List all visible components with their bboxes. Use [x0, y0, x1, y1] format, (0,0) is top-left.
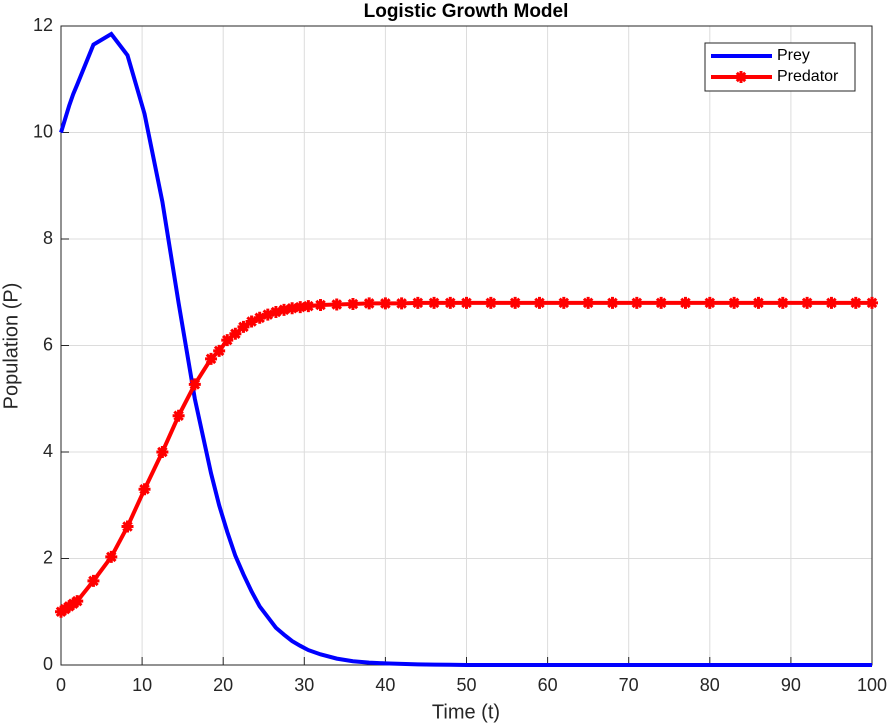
- marker: [606, 296, 619, 309]
- marker: [229, 327, 242, 340]
- marker: [444, 296, 457, 309]
- marker: [460, 296, 473, 309]
- marker: [484, 296, 497, 309]
- x-axis-label: Time (t): [432, 701, 500, 723]
- marker: [156, 446, 169, 458]
- x-tick-label: 60: [538, 675, 558, 695]
- marker: [582, 296, 595, 309]
- marker: [533, 296, 546, 309]
- legend-label: Prey: [777, 47, 810, 64]
- x-tick-label: 40: [375, 675, 395, 695]
- y-tick-label: 6: [43, 334, 53, 354]
- series-line: [59, 31, 872, 667]
- marker: [278, 303, 291, 316]
- marker: [346, 297, 359, 310]
- y-tick-label: 0: [43, 654, 53, 674]
- marker: [379, 297, 392, 310]
- marker: [105, 550, 118, 563]
- marker: [363, 297, 376, 310]
- x-tick-label: 30: [294, 675, 314, 695]
- marker: [330, 298, 343, 311]
- marker: [655, 296, 668, 309]
- marker: [221, 334, 234, 347]
- marker: [728, 296, 741, 309]
- marker: [849, 296, 862, 309]
- marker: [395, 297, 408, 310]
- marker: [261, 308, 274, 321]
- marker: [269, 305, 282, 318]
- marker: [679, 296, 692, 309]
- y-tick-label: 2: [43, 547, 53, 567]
- marker: [509, 296, 522, 309]
- x-tick-label: 70: [619, 675, 639, 695]
- x-tick-label: 90: [781, 675, 801, 695]
- marker: [245, 315, 258, 328]
- marker: [752, 296, 765, 309]
- marker: [294, 301, 307, 314]
- y-tick-label: 8: [43, 228, 53, 248]
- series-line: [59, 300, 872, 614]
- marker: [703, 296, 716, 309]
- marker: [557, 296, 570, 309]
- legend-box: [704, 42, 856, 92]
- marker: [237, 320, 250, 333]
- marker: [630, 296, 643, 309]
- marker: [428, 296, 441, 309]
- legend-label: Predator: [777, 68, 839, 85]
- marker: [188, 378, 201, 391]
- marker: [71, 595, 84, 608]
- marker: [172, 409, 185, 422]
- marker: [776, 296, 789, 309]
- marker: [205, 352, 218, 365]
- y-tick-label: 4: [43, 441, 53, 461]
- marker: [302, 300, 315, 313]
- y-tick-label: 12: [33, 15, 53, 35]
- x-tick-label: 100: [857, 675, 887, 695]
- marker: [213, 344, 226, 357]
- y-axis-label: Population (P): [0, 283, 22, 410]
- marker: [825, 296, 838, 309]
- x-tick-label: 10: [132, 675, 152, 695]
- x-tick-label: 50: [456, 675, 476, 695]
- legend-marker: [735, 71, 747, 83]
- marker: [866, 296, 878, 309]
- x-tick-label: 80: [700, 675, 720, 695]
- marker: [121, 520, 134, 533]
- marker: [138, 483, 151, 496]
- marker: [253, 311, 266, 324]
- y-tick-label: 10: [33, 121, 53, 141]
- x-tick-label: 0: [56, 675, 66, 695]
- marker: [411, 296, 424, 309]
- chart-title: Logistic Growth Model: [364, 1, 569, 22]
- marker: [286, 302, 299, 315]
- marker: [314, 299, 327, 312]
- marker: [801, 296, 814, 309]
- marker: [87, 574, 100, 587]
- x-tick-label: 20: [213, 675, 233, 695]
